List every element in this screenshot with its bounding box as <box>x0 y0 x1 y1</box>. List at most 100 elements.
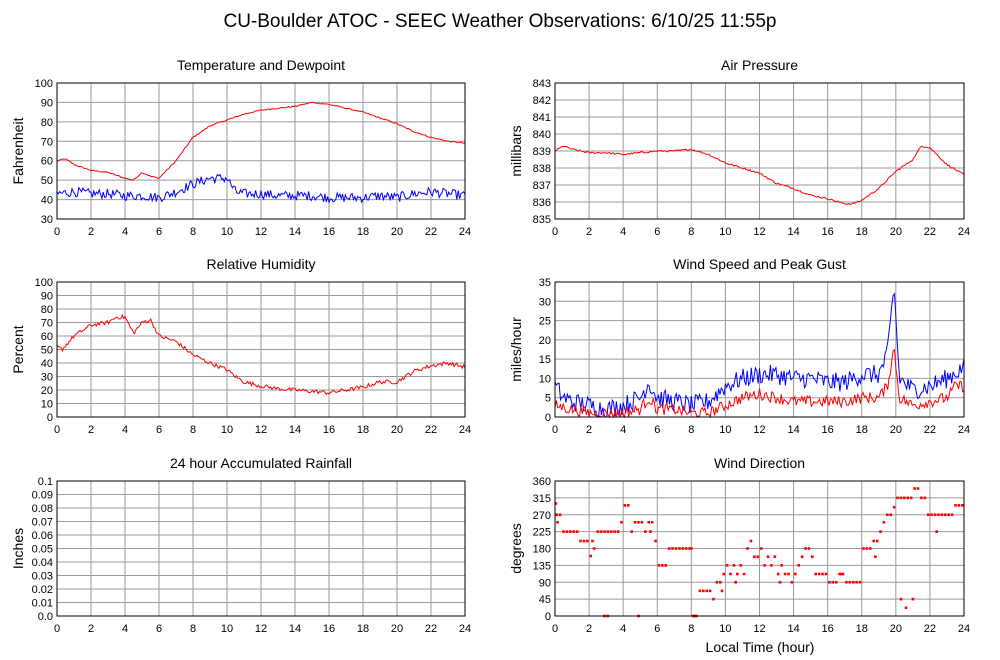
data-point <box>824 572 828 576</box>
x-tick-label: 8 <box>190 623 196 635</box>
x-tick-label: 0 <box>54 623 60 635</box>
x-tick-label: 8 <box>190 424 196 436</box>
data-point <box>899 597 903 601</box>
data-point <box>909 496 913 500</box>
data-point <box>828 580 831 584</box>
data-point <box>773 555 777 559</box>
data-point <box>875 539 879 543</box>
x-tick-label: 14 <box>787 623 799 635</box>
y-tick-label: 80 <box>41 117 53 129</box>
data-point <box>572 530 576 533</box>
x-tick-label: 8 <box>688 226 694 238</box>
x-tick-label: 18 <box>357 623 369 635</box>
y-tick-label: 838 <box>533 163 551 175</box>
y-tick-label: 842 <box>533 95 551 107</box>
y-tick-label: 0.09 <box>32 490 53 502</box>
y-tick-label: 0 <box>545 412 551 424</box>
data-point <box>845 580 848 584</box>
data-point <box>947 513 950 517</box>
data-point <box>661 564 664 567</box>
x-tick-label: 12 <box>255 623 267 635</box>
data-point <box>623 504 627 507</box>
data-point <box>554 502 558 505</box>
y-tick-label: 836 <box>533 197 551 209</box>
data-point <box>899 496 903 500</box>
y-tick-label: 0.07 <box>32 517 53 529</box>
x-tick-label: 14 <box>787 226 799 238</box>
data-point <box>650 520 654 524</box>
data-point <box>637 520 640 524</box>
x-tick-label: 24 <box>459 226 471 238</box>
y-tick-label: 0.05 <box>32 544 53 556</box>
x-tick-label: 12 <box>753 623 765 635</box>
chart-panel: 0 2 4 6 8 10 12 14 16 18 20 22 240102030405060708090… <box>10 256 471 436</box>
x-tick-label: 12 <box>255 424 267 436</box>
data-point <box>807 547 811 550</box>
x-tick-label: 10 <box>221 226 233 238</box>
y-tick-label: 0 <box>545 611 551 623</box>
y-tick-label: 35 <box>539 277 551 289</box>
data-point <box>872 539 875 543</box>
x-tick-label: 14 <box>787 424 799 436</box>
chart-panel: 0 2 4 6 8 10 12 14 16 18 20 22 240459013518022527031… <box>508 455 970 635</box>
data-point <box>957 504 961 507</box>
data-point <box>906 496 910 500</box>
data-point <box>904 606 908 610</box>
x-tick-label: 12 <box>753 424 765 436</box>
y-tick-label: 837 <box>533 180 551 192</box>
plot-frame <box>56 281 466 418</box>
data-point <box>855 580 858 584</box>
x-tick-label: 10 <box>221 424 233 436</box>
data-point <box>657 564 661 567</box>
data-point <box>913 487 916 490</box>
data-point <box>575 530 579 533</box>
data-point <box>935 530 939 533</box>
data-point <box>664 564 668 567</box>
data-point <box>892 505 896 509</box>
x-tick-label: 8 <box>688 424 694 436</box>
data-point <box>565 530 569 533</box>
y-tick-label: 30 <box>539 296 551 308</box>
data-point <box>766 555 770 559</box>
data-point <box>787 572 790 576</box>
data-point <box>896 496 899 500</box>
data-point <box>759 547 763 550</box>
x-tick-label: 4 <box>620 623 626 635</box>
series-line <box>554 145 965 206</box>
data-point <box>569 530 572 533</box>
data-point <box>940 513 944 517</box>
x-tick-label: 24 <box>958 424 970 436</box>
data-point <box>558 513 562 517</box>
y-tick-label: 40 <box>41 358 53 370</box>
data-point <box>579 539 582 543</box>
data-point <box>879 530 882 533</box>
data-point <box>633 520 637 524</box>
x-tick-label: 2 <box>88 424 94 436</box>
x-tick-label: 20 <box>391 623 403 635</box>
data-point <box>640 520 644 524</box>
y-tick-label: 0.1 <box>38 476 53 488</box>
y-tick-label: 0.06 <box>32 530 53 542</box>
series-line <box>56 101 466 181</box>
x-tick-label: 24 <box>958 623 970 635</box>
data-point <box>790 580 794 584</box>
data-point <box>874 555 877 559</box>
x-tick-label: 20 <box>890 623 902 635</box>
x-tick-label: 10 <box>719 226 731 238</box>
y-tick-label: 90 <box>41 291 53 303</box>
y-tick-label: 839 <box>533 146 551 158</box>
x-tick-label: 22 <box>425 623 437 635</box>
data-point <box>770 564 773 567</box>
y-tick-label: 25 <box>539 316 551 328</box>
data-point <box>589 554 593 558</box>
series-line <box>56 173 466 204</box>
x-tick-label: 24 <box>958 226 970 238</box>
y-tick-label: 10 <box>539 373 551 385</box>
y-axis-label: miles/hour <box>508 317 524 382</box>
data-point <box>840 572 843 576</box>
x-tick-label: 6 <box>156 623 162 635</box>
data-point <box>937 513 940 517</box>
y-tick-label: 0.01 <box>32 598 53 610</box>
data-point <box>834 580 838 584</box>
